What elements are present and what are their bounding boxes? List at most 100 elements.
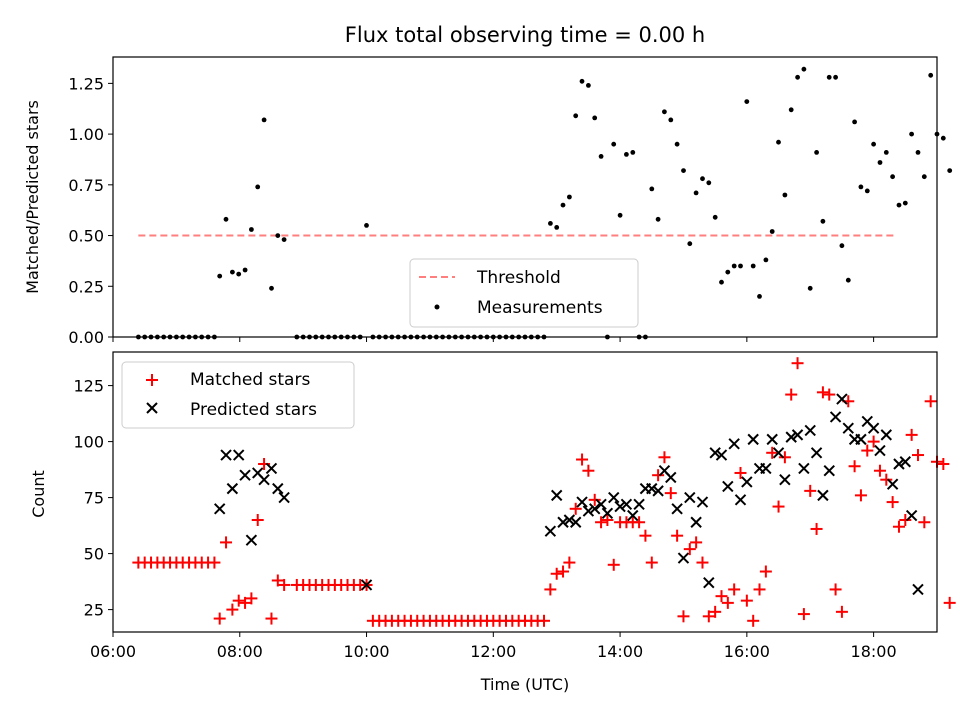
matched-star-point — [208, 556, 221, 569]
measurement-point — [249, 227, 254, 232]
predicted-legend-label: Predicted stars — [190, 400, 317, 420]
matched-star-point — [886, 496, 899, 509]
predicted-star-point — [213, 503, 226, 515]
y-tick-label: 0.75 — [68, 176, 104, 195]
y-tick-label: 1.25 — [68, 74, 104, 93]
measurement-point — [649, 186, 655, 192]
matched-star-point — [943, 596, 956, 609]
predicted-star-point — [620, 498, 633, 511]
x-tick-label: 08:00 — [217, 642, 263, 661]
measurement-point — [807, 285, 813, 291]
measurements-legend-label: Measurements — [477, 298, 603, 318]
predicted-star-point — [728, 438, 740, 450]
measurement-point — [624, 152, 629, 157]
matched-star-point — [816, 386, 829, 399]
matched-star-point — [715, 590, 728, 603]
matched-star-point — [633, 516, 646, 529]
measurement-point — [261, 117, 267, 123]
measurement-point — [788, 107, 794, 113]
matched-star-point — [823, 388, 836, 401]
measurement-point — [725, 269, 731, 275]
measurement-point — [883, 150, 889, 155]
x-tick-label: 14:00 — [597, 642, 643, 661]
predicted-star-point — [798, 462, 810, 475]
measurement-point — [839, 243, 845, 249]
x-tick-label: 06:00 — [90, 642, 136, 661]
predicted-star-point — [550, 489, 563, 502]
predicted-star-point — [576, 496, 588, 508]
predicted-star-point — [810, 447, 823, 459]
measurement-point — [548, 221, 553, 226]
x-tick-label: 10:00 — [343, 642, 389, 661]
counts-y-ticks: 25 50 75 100 125 — [73, 377, 113, 620]
predicted-star-point — [741, 476, 753, 488]
predicted-star-point — [646, 482, 658, 495]
matched-legend-swatch — [146, 374, 158, 386]
predicted-star-point — [652, 485, 664, 497]
measurement-point — [655, 216, 661, 222]
measurement-point — [776, 139, 781, 145]
measurement-point — [617, 212, 623, 218]
counts-legend: Matched stars Predicted stars — [121, 361, 355, 429]
matched-star-point — [791, 357, 804, 370]
measurement-point — [877, 160, 883, 165]
counts-x-ticks: 06:00 08:00 10:00 12:00 14:00 16:00 18:00 — [90, 632, 897, 661]
measurement-point — [674, 141, 680, 147]
predicted-star-point — [633, 498, 645, 511]
predicted-star-point — [829, 411, 842, 423]
y-tick-label: 75 — [84, 489, 104, 508]
x-tick-label: 18:00 — [851, 642, 897, 661]
predicted-star-point — [360, 579, 373, 591]
predicted-star-point — [220, 449, 232, 461]
ratio-panel: Flux total observing time = 0.00 h 0.000… — [23, 23, 953, 347]
matched-star-point — [601, 514, 614, 526]
matched-star-point — [848, 460, 861, 473]
predicted-star-point — [823, 465, 835, 477]
predicted-star-point — [582, 505, 595, 517]
predicted-star-point — [791, 429, 804, 441]
matched-star-point — [785, 388, 798, 401]
measurement-point — [814, 150, 819, 155]
matched-legend-label: Matched stars — [190, 370, 310, 390]
ratio-x-ticks — [112, 337, 875, 342]
measurement-point — [255, 184, 261, 190]
measurement-point — [921, 174, 927, 180]
matched-star-point — [538, 614, 551, 627]
matched-star-point — [835, 605, 848, 618]
measurement-point — [738, 263, 743, 269]
measurement-point — [864, 188, 870, 194]
predicted-star-point — [589, 503, 601, 515]
matched-star-point — [728, 583, 741, 596]
measurement-point — [826, 74, 832, 80]
predicted-star-point — [899, 456, 912, 468]
matched-star-point — [937, 458, 950, 470]
predicted-star-point — [245, 534, 258, 546]
matched-star-point — [550, 567, 563, 580]
measurement-point — [757, 294, 762, 299]
matched-star-point — [557, 565, 570, 578]
counts-plot-marks — [132, 357, 956, 627]
matched-star-point — [683, 543, 696, 556]
matched-star-point — [747, 614, 760, 627]
y-tick-label: 50 — [84, 545, 104, 564]
measurement-point — [744, 99, 750, 104]
measurement-point — [909, 131, 914, 137]
matched-star-point — [563, 556, 576, 569]
measurement-point — [782, 192, 788, 198]
predicted-star-point — [760, 462, 772, 475]
matched-star-point — [734, 466, 747, 479]
predicted-star-point — [893, 458, 905, 470]
measurement-point — [598, 154, 604, 159]
measurement-point — [769, 229, 775, 234]
matched-star-point — [804, 484, 817, 497]
predicted-star-point — [671, 503, 683, 515]
measurement-point — [890, 174, 895, 180]
measurement-point — [554, 225, 560, 230]
measurement-point — [687, 241, 693, 247]
counts-panel: 25 50 75 100 125 06:00 08:00 10:00 12:00 14:00 16… — [29, 351, 956, 694]
counts-y-axis-label: Count — [29, 470, 48, 518]
matched-star-point — [759, 565, 772, 578]
matched-star-point — [778, 451, 791, 464]
matched-star-point — [220, 536, 233, 549]
